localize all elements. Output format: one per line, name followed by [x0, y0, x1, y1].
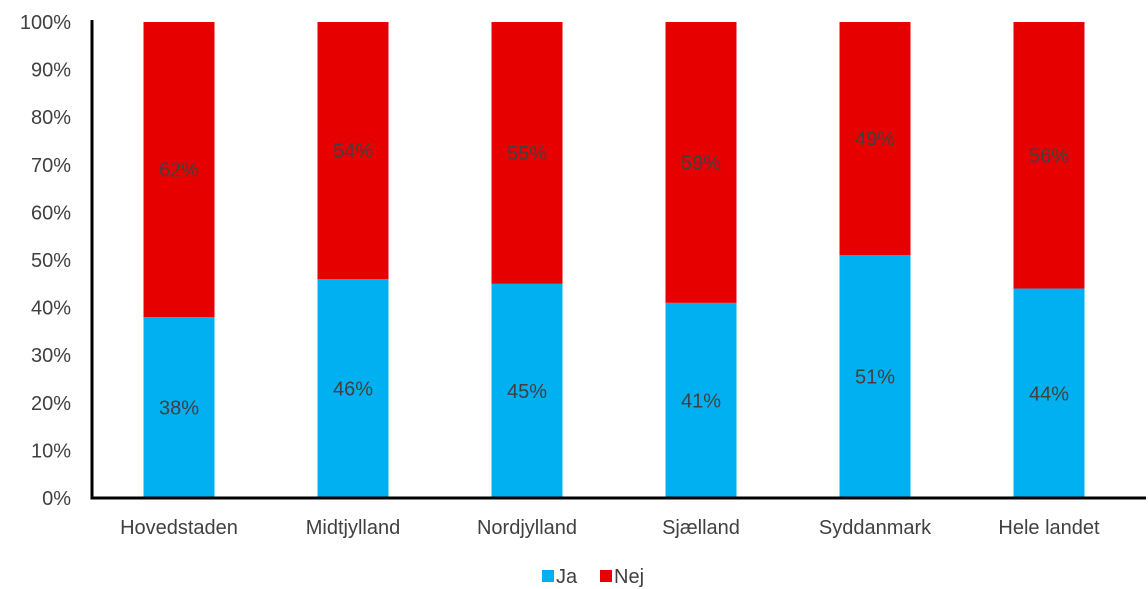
- data-label: 55%: [507, 143, 547, 165]
- bar-ja-3: [665, 302, 737, 498]
- bar-ja-5: [1013, 288, 1085, 498]
- x-tick-label: Nordjylland: [477, 517, 577, 539]
- x-axis-labels: Hovedstaden Midtjylland Nordjylland Sjællan…: [120, 517, 1100, 539]
- x-tick-label: Sjælland: [662, 517, 740, 539]
- bar-nej-3: [665, 22, 737, 303]
- data-label: 41%: [681, 390, 721, 412]
- y-axis-ticks: 0% 10% 20% 30% 40% 50% 60% 70% 80% 90% 100%: [20, 12, 71, 510]
- bar-nej-4: [839, 22, 911, 256]
- bar-nej-1: [317, 22, 389, 280]
- y-tick-label: 20%: [31, 393, 71, 415]
- y-tick-label: 70%: [31, 155, 71, 177]
- x-tick-label: Hovedstaden: [120, 517, 238, 539]
- bar-nej-2: [491, 22, 563, 284]
- y-tick-label: 90%: [31, 60, 71, 82]
- bar-nej-0: [143, 22, 215, 318]
- y-tick-label: 30%: [31, 345, 71, 367]
- bar-nej-5: [1013, 22, 1085, 289]
- legend-swatch-nej: [600, 570, 612, 582]
- y-tick-label: 80%: [31, 107, 71, 129]
- y-tick-label: 0%: [42, 488, 71, 510]
- data-label: 49%: [855, 129, 895, 151]
- data-label: 46%: [333, 379, 373, 401]
- data-label: 38%: [159, 398, 199, 420]
- data-label: 56%: [1029, 145, 1069, 167]
- y-tick-label: 50%: [31, 250, 71, 272]
- data-labels: 38% 62% 46% 54% 45% 55% 41% 59% 51% 49% 44% 56%: [159, 129, 1069, 420]
- y-tick-label: 40%: [31, 298, 71, 320]
- legend: Ja Nej: [542, 566, 644, 588]
- bar-ja-4: [839, 255, 911, 498]
- y-tick-label: 10%: [31, 440, 71, 462]
- x-tick-label: Syddanmark: [819, 517, 932, 539]
- data-label: 62%: [159, 160, 199, 182]
- y-tick-label: 100%: [20, 12, 71, 34]
- x-tick-label: Hele landet: [998, 517, 1100, 539]
- bar-ja-2: [491, 283, 563, 498]
- y-tick-label: 60%: [31, 202, 71, 224]
- bar-ja-0: [143, 317, 215, 498]
- data-label: 54%: [333, 141, 373, 163]
- axes: [90, 20, 1146, 500]
- data-label: 45%: [507, 381, 547, 403]
- bar-ja-1: [317, 279, 389, 498]
- data-label: 44%: [1029, 383, 1069, 405]
- legend-label-nej: Nej: [614, 566, 644, 588]
- bars: [143, 22, 1085, 498]
- data-label: 59%: [681, 152, 721, 174]
- legend-swatch-ja: [542, 570, 554, 582]
- data-label: 51%: [855, 367, 895, 389]
- legend-label-ja: Ja: [556, 566, 578, 588]
- x-tick-label: Midtjylland: [306, 517, 400, 539]
